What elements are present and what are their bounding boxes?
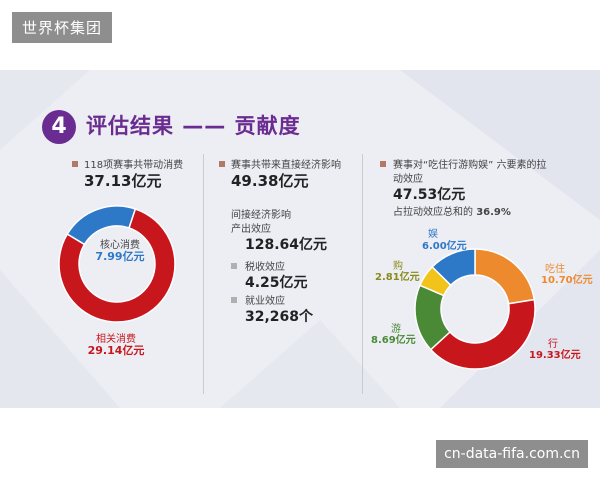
segment-label-yu: 娱: [428, 229, 438, 240]
bullet: [219, 161, 225, 167]
share-value: 36.9%: [476, 207, 511, 218]
share-label: 占拉动效应总和的 36.9%: [393, 203, 511, 218]
six-elements-label: 赛事对“吃住行游购娱” 六要素的拉: [393, 160, 547, 171]
tax-effect-label: 税收效应: [245, 262, 285, 273]
segment-label-you: 游: [391, 324, 401, 335]
watermark-top: 世界杯集团: [12, 12, 113, 43]
bullet: [72, 161, 78, 167]
consumption-label: 118项赛事共带动消费: [84, 160, 184, 171]
segment-value-gou: 2.81亿元: [375, 272, 420, 283]
tax-effect-value: 4.25亿元: [245, 275, 308, 291]
donut-segment-相关消费: [58, 208, 176, 323]
direct-impact-label: 赛事共带来直接经济影响: [231, 160, 341, 171]
page-title: 评估结果 —— 贡献度: [86, 114, 301, 138]
output-effect-value: 128.64亿元: [245, 237, 328, 253]
consumption-value: 37.13亿元: [84, 172, 162, 190]
bullet: [231, 263, 237, 269]
segment-value-xing: 19.33亿元: [529, 350, 581, 361]
segment-value-you: 8.69亿元: [371, 335, 416, 346]
output-effect-label: 产出效应: [231, 224, 271, 235]
slide: 4 评估结果 —— 贡献度 118项赛事共带动消费 37.13亿元 核心消费 7…: [0, 70, 600, 408]
section-number-badge: 4: [42, 110, 76, 144]
share-text: 占拉动效应总和的: [393, 207, 473, 218]
direct-impact-value: 49.38亿元: [231, 172, 309, 190]
segment-label-chizhu: 吃住: [545, 264, 565, 275]
consumption-donut-chart: [58, 205, 176, 323]
segment-label-xing: 行: [548, 339, 558, 350]
column-divider: [203, 154, 204, 394]
column-divider: [362, 154, 363, 394]
donut-segment-吃住: [474, 248, 536, 305]
watermark-bottom: cn-data-fifa.com.cn: [436, 440, 588, 468]
donut1-outer-value: 29.14亿元: [87, 344, 145, 357]
donut1-inner-label: 核心消费: [100, 240, 140, 251]
employment-effect-value: 32,268个: [245, 309, 314, 325]
bullet: [231, 297, 237, 303]
six-elements-donut-chart: [414, 248, 536, 370]
six-elements-label-cont: 动效应: [393, 174, 423, 185]
six-elements-value: 47.53亿元: [393, 187, 466, 203]
segment-label-gou: 购: [393, 261, 403, 272]
bullet: [380, 161, 386, 167]
donut-segment-行: [429, 298, 536, 370]
indirect-impact-title: 间接经济影响: [231, 210, 291, 221]
donut1-outer-label: 相关消费: [96, 334, 136, 345]
segment-value-chizhu: 10.70亿元: [541, 275, 593, 286]
segment-value-yu: 6.00亿元: [422, 241, 467, 252]
donut-segment-娱: [431, 248, 476, 287]
employment-effect-label: 就业效应: [245, 296, 285, 307]
donut1-inner-value: 7.99亿元: [95, 250, 145, 263]
